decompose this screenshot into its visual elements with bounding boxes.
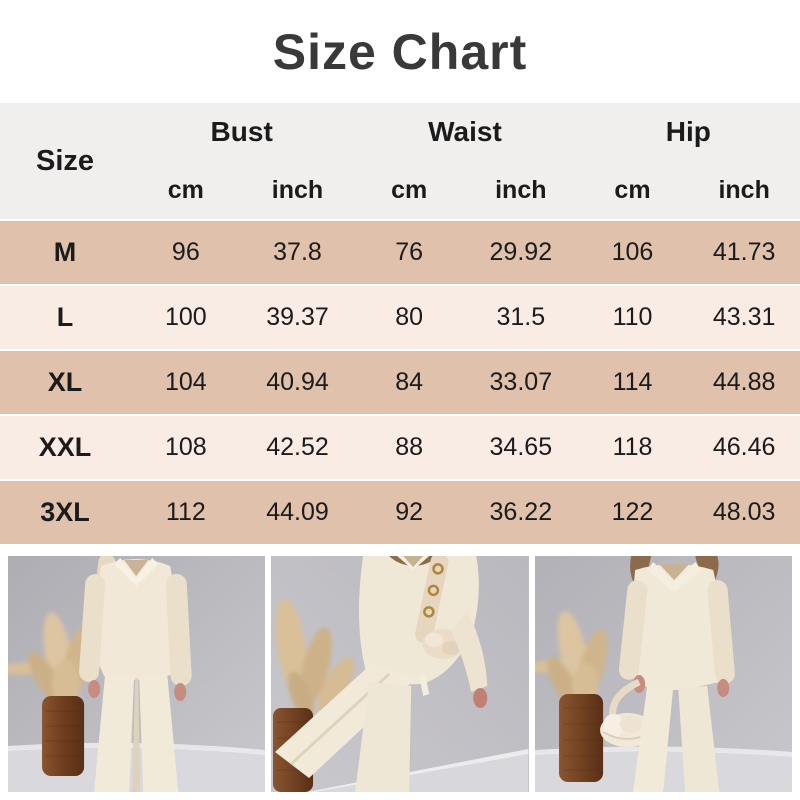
table-row: XXL 108 42.52 88 34.65 118 46.46 [0,416,800,479]
right-pant-leg [677,686,719,792]
right-sleeve [707,580,735,684]
standing-pant-leg [355,682,412,792]
pant-shadow [132,678,141,792]
table-row: 3XL 112 44.09 92 36.22 122 48.03 [0,481,800,544]
photo-illustration [271,556,529,792]
waist-cm-value: 84 [395,368,424,396]
bust-inch-value: 42.52 [266,433,329,461]
waist-cm-value: 80 [395,303,424,331]
size-value: 3XL [40,497,90,527]
bust-cm-value: 104 [164,368,207,396]
right-pant-leg [139,674,179,792]
size-column-header: Size [35,144,95,177]
left-sleeve [79,574,106,682]
model-photo-bag-pose [534,556,792,792]
size-value: M [53,237,77,267]
table-header: Size Bust Waist Hip cm inch cm inch cm i… [0,103,800,219]
waist-group-header: Waist [428,116,502,147]
unit-header-waist-inch: inch [495,175,547,204]
table-body: M 96 37.8 76 29.92 106 41.73 L 100 39.37… [0,221,800,546]
waist-cm-value: 88 [395,433,424,461]
model-figure [79,556,192,792]
sweater [93,559,181,680]
product-photo-strip [8,556,792,792]
hip-inch-value: 43.31 [712,303,776,331]
pampas-grass [275,598,355,721]
bust-cm-value: 108 [164,433,207,461]
waist-inch-value: 34.65 [489,433,553,461]
sweater [630,564,725,690]
collar [646,562,701,592]
hip-inch-value: 48.03 [712,498,776,526]
waist-inch-value: 36.22 [489,498,553,526]
hip-cm-value: 106 [611,238,654,266]
size-value: XL [47,367,83,397]
bust-inch-value: 44.09 [266,498,329,526]
waist-inch-value: 29.92 [489,238,553,266]
hip-inch-value: 41.73 [712,238,776,266]
bag-strap [415,556,449,644]
right-hand [716,679,729,697]
right-hand [174,683,187,701]
hip-cm-value: 114 [612,368,653,396]
hip-cm-value: 110 [612,303,653,331]
bust-cm-value: 112 [165,498,206,526]
unit-header-bust-inch: inch [271,175,324,204]
bust-inch-value: 37.8 [273,238,322,266]
hip-inch-value: 46.46 [712,433,776,461]
unit-header-waist-cm: cm [391,175,428,204]
model-photo-front-pose [8,556,266,792]
table-row: XL 104 40.94 84 33.07 114 44.88 [0,351,800,414]
shoulder-bag [422,629,465,659]
unit-header-bust-cm: cm [167,175,204,204]
waist-cm-value: 92 [395,498,424,526]
bust-cm-value: 100 [164,303,207,331]
v-neck [124,560,149,576]
waist-cm-value: 76 [395,238,424,266]
sweater-slit [419,674,430,696]
page-title: Size Chart [272,23,528,80]
model-photo-kick-pose [271,556,529,792]
photo-illustration [534,556,792,792]
table-row: L 100 39.37 80 31.5 110 43.31 [0,286,800,349]
model-figure [599,556,735,792]
photo-illustration [8,556,266,792]
unit-header-hip-inch: inch [718,175,770,204]
model-figure [275,556,488,792]
left-hand [88,680,101,698]
wicker-vase [42,696,85,776]
bust-inch-value: 39.37 [266,303,329,331]
bust-inch-value: 40.94 [266,368,329,396]
right-sleeve [165,574,192,686]
table-row: M 96 37.8 76 29.92 106 41.73 [0,221,800,284]
title-bar: Size Chart [0,0,800,103]
left-pant-leg [632,686,673,792]
unit-header-hip-cm: cm [614,175,651,204]
right-hand [473,688,488,708]
collar [114,558,159,586]
v-neck [658,564,689,580]
bust-group-header: Bust [210,116,273,147]
waist-inch-value: 33.07 [489,368,553,396]
hip-cm-value: 122 [611,498,654,526]
right-sleeve [451,611,488,692]
bust-cm-value: 96 [171,238,200,266]
left-sleeve [618,580,647,680]
hip-cm-value: 118 [612,433,653,461]
waist-inch-value: 31.5 [496,303,546,331]
wicker-vase [558,694,603,782]
v-neck [403,556,424,567]
hip-inch-value: 44.88 [712,368,776,396]
size-value: XXL [38,432,92,462]
hip-group-header: Hip [665,116,711,147]
left-pant-leg [94,674,135,792]
size-value: L [56,302,74,332]
